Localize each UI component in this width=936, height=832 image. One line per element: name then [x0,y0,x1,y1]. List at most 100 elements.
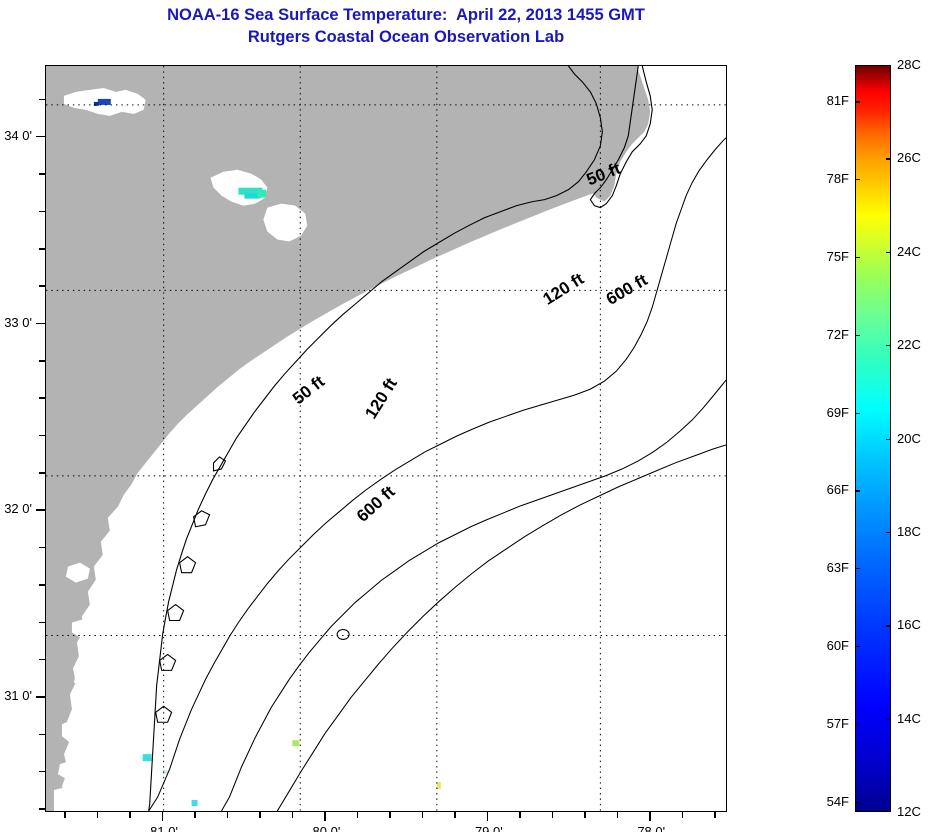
colorbar-fahrenheit-label: 57F [826,715,849,731]
map-plot-area: 50 ft 50 ft 120 ft 120 ft 600 ft 600 ft [45,65,727,812]
gridlines-layer [46,66,726,811]
y-axis-major-tick [36,322,45,325]
x-axis-minor-tick [356,812,359,818]
sst-map-canvas: 50 ft 50 ft 120 ft 120 ft 600 ft 600 ft [46,66,726,811]
y-axis-major-tick [36,135,45,138]
x-axis-major-tick [324,812,326,821]
coastline-path [148,66,653,811]
y-axis-minor-tick [39,770,45,773]
colorbar-celsius-label: 22C [897,337,921,353]
colorbar-fahrenheit-label: 72F [826,326,849,342]
colorbar-celsius-label: 16C [897,617,921,633]
colorbar-fahrenheit-tick [855,490,860,492]
x-axis-tick-label: -81 0' [145,824,178,832]
y-axis-minor-tick [39,658,45,661]
x-axis-minor-tick [226,812,229,818]
y-axis-tick-label: 33 0' [4,314,32,330]
x-axis-minor-tick [681,812,684,818]
colorbar-celsius-tick [886,531,891,534]
x-axis-minor-tick [389,812,391,818]
colorbar-gradient [855,65,891,812]
colorbar-fahrenheit-label: 69F [826,404,849,420]
colorbar-celsius-label: 20C [897,430,921,446]
colorbar-celsius-tick [886,251,891,254]
colorbar-fahrenheit-tick [855,801,860,803]
colorbar-celsius-label: 28C [897,57,921,72]
page-subtitle: Rutgers Coastal Ocean Observation Lab [247,28,565,46]
x-axis-minor-tick [291,812,294,818]
colorbar-fahrenheit-label: 78F [826,171,849,187]
chart-title-block: NOAA-16 Sea Surface Temperature: April 2… [0,4,812,48]
x-axis-tick-label: -78 0' [632,824,666,832]
colorbar-fahrenheit-tick [855,334,860,337]
y-axis-minor-tick [39,248,45,250]
colorbar-fahrenheit-label: 75F [826,248,849,264]
colorbar-celsius-tick [886,158,891,160]
x-axis-minor-tick [421,812,424,818]
y-axis-minor-tick [39,397,45,399]
contour-50ft [148,137,726,811]
x-axis-minor-tick [96,812,99,818]
colorbar-celsius-label: 14C [897,710,921,726]
x-axis-minor-tick [129,812,131,818]
colorbar-fahrenheit-label: 63F [826,560,849,576]
x-axis-minor-tick [194,812,196,818]
x-axis-minor-tick [616,812,619,818]
colorbar-celsius-label: 24C [897,243,921,259]
colorbar-fahrenheit-tick [855,256,860,259]
colorbar-fahrenheit-label: 60F [826,638,849,653]
y-axis-minor-tick [39,621,45,623]
colorbar-fahrenheit-tick [855,646,860,648]
y-axis-minor-tick [39,98,45,101]
x-axis-minor-tick [714,812,716,818]
y-axis-tick-label: 31 0' [4,688,32,704]
y-axis-major-tick [36,696,45,698]
land-mass-layer [46,66,651,811]
y-axis-minor-tick [39,434,45,437]
y-axis-minor-tick [39,285,45,287]
valid-sst-pixels-inland [93,98,441,807]
y-axis-minor-tick [39,472,45,474]
colorbar-fahrenheit-tick [855,723,860,726]
contour-small-closed [336,628,350,640]
x-axis-major-tick [161,812,164,821]
x-axis-minor-tick [551,812,554,818]
y-axis-major-tick [36,509,45,511]
colorbar-fahrenheit-tick [855,101,860,103]
colorbar-celsius-label: 26C [897,150,921,166]
y-axis-minor-tick [39,360,45,362]
colorbar-fahrenheit-label: 81F [826,93,849,109]
colorbar-celsius-tick [886,625,891,627]
page-title: NOAA-16 Sea Surface Temperature: April 2… [167,6,645,24]
colorbar[interactable] [855,65,891,812]
colorbar-fahrenheit-label: 66F [826,482,849,498]
colorbar-celsius-label: 18C [897,523,921,539]
y-axis-tick-label: 34 0' [4,127,32,143]
contour-600ft [276,444,726,811]
x-axis-minor-tick [454,812,456,818]
contour-120ft [221,379,726,811]
x-axis-major-tick [486,812,489,821]
y-axis-minor-tick [39,546,45,549]
colorbar-celsius-tick [886,718,891,720]
colorbar-fahrenheit-tick [855,179,860,181]
y-axis-minor-tick [39,808,45,810]
y-axis-minor-tick [39,733,45,736]
x-axis-minor-tick [64,812,66,818]
x-axis-minor-tick [519,812,521,818]
x-axis-tick-label: -79 0' [470,824,503,832]
colorbar-fahrenheit-label: 54F [826,793,849,809]
x-axis-major-tick [649,812,651,821]
colorbar-celsius-tick [886,345,891,347]
x-axis-minor-tick [259,812,261,818]
y-axis-minor-tick [39,210,45,213]
colorbar-celsius-tick [886,438,891,440]
x-axis-tick-label: -80 0' [308,824,341,832]
colorbar-fahrenheit-tick [855,412,860,414]
colorbar-celsius-label: 12C [897,804,921,819]
y-axis-minor-tick [39,173,45,175]
y-axis-tick-label: 32 0' [4,501,32,517]
x-axis-minor-tick [584,812,586,818]
colorbar-fahrenheit-tick [855,568,860,570]
